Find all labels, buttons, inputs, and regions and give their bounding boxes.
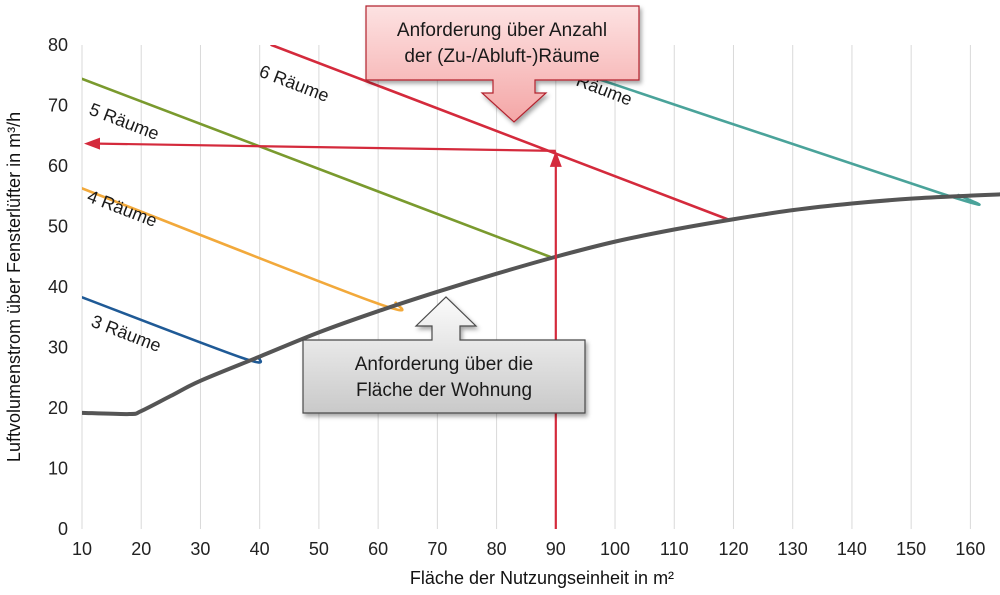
x-tick-label: 150: [896, 539, 926, 559]
callout-area: [302, 296, 586, 414]
callouts: Anforderung über Anzahl der (Zu-/Abluft-)…: [302, 5, 640, 414]
x-tick-label: 130: [778, 539, 808, 559]
y-axis-title: Luftvolumenstrom über Fensterlüfter in m…: [4, 112, 24, 462]
x-tick-label: 160: [955, 539, 985, 559]
callout-area-box: [302, 296, 586, 414]
reading-left-arrowhead: [84, 137, 100, 150]
x-tick-label: 140: [837, 539, 867, 559]
callout-area-text: Anforderung über die: [355, 354, 534, 375]
y-tick-label: 50: [48, 217, 68, 237]
callout-rooms-text: Anforderung über Anzahl: [397, 20, 607, 41]
series-label-r3: 3 Räume: [89, 311, 164, 356]
x-tick-label: 80: [487, 539, 507, 559]
y-tick-label: 60: [48, 156, 68, 176]
callout-rooms: [365, 5, 640, 123]
x-tick-label: 60: [368, 539, 388, 559]
y-tick-label: 70: [48, 96, 68, 116]
y-tick-label: 20: [48, 398, 68, 418]
y-tick-label: 40: [48, 277, 68, 297]
x-tick-label: 20: [131, 539, 151, 559]
series-line-r3: [82, 295, 263, 364]
y-tick-label: 10: [48, 459, 68, 479]
x-tick-label: 110: [660, 539, 689, 559]
grid: [81, 45, 971, 529]
reading-up-arrowhead: [549, 150, 562, 167]
x-tick-label: 50: [309, 539, 329, 559]
x-tick-label: 120: [718, 539, 748, 559]
y-tick-label: 0: [58, 519, 68, 539]
series-line-r5: [82, 77, 552, 259]
reading-horizontal-line: [97, 142, 556, 152]
callout-area-text: Fläche der Wohnung: [356, 380, 532, 401]
x-tick-label: 90: [546, 539, 566, 559]
y-tick-label: 80: [48, 35, 68, 55]
x-tick-label: 70: [427, 539, 447, 559]
series-line-r4: [82, 187, 404, 312]
callout-rooms-text: der (Zu-/Abluft-)Räume: [404, 46, 599, 67]
series-line-area: [82, 192, 1000, 417]
y-tick-label: 30: [48, 338, 68, 358]
series-label-r6: 6 Räume: [257, 61, 332, 106]
series-line-r6: [270, 45, 729, 221]
x-tick-label: 40: [250, 539, 270, 559]
x-tick-label: 100: [600, 539, 630, 559]
x-tick-label: 10: [72, 539, 92, 559]
axes: 10 20 30 40 50 60 70 80 90 100 110 120 130 140 150 160 0…: [4, 35, 985, 588]
series-label-r4: 4 Räume: [85, 186, 160, 231]
callout-rooms-box: [365, 5, 640, 123]
x-axis-title: Fläche der Nutzungseinheit in m²: [410, 568, 674, 588]
x-tick-label: 30: [190, 539, 210, 559]
